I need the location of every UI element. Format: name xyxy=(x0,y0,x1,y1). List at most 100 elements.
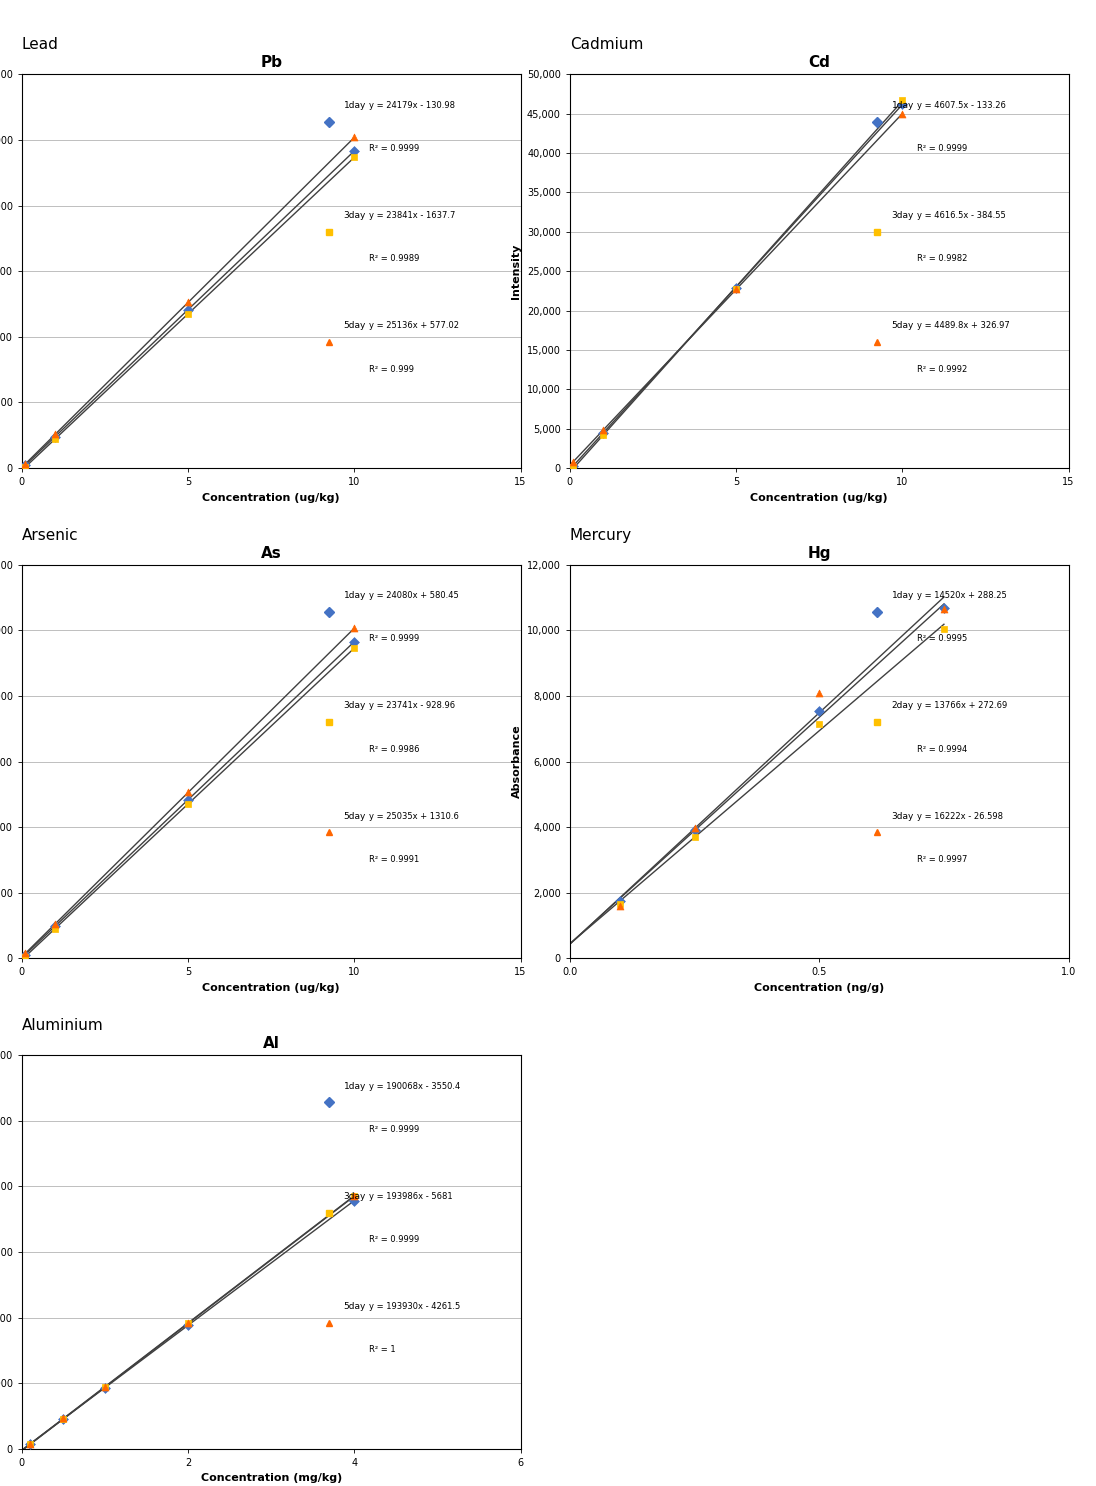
Text: y = 25136x + 577.02: y = 25136x + 577.02 xyxy=(368,321,458,330)
Text: R² = 0.9991: R² = 0.9991 xyxy=(368,854,419,863)
Point xyxy=(16,452,34,476)
Text: R² = 0.9989: R² = 0.9989 xyxy=(368,254,419,263)
Text: 1day: 1day xyxy=(343,101,366,110)
Point xyxy=(46,422,64,446)
Title: Hg: Hg xyxy=(808,545,831,560)
Point xyxy=(180,792,197,816)
Point xyxy=(345,1184,363,1208)
Point xyxy=(46,912,64,936)
Point xyxy=(16,455,34,478)
Point xyxy=(22,1433,39,1456)
Text: y = 23741x - 928.96: y = 23741x - 928.96 xyxy=(368,701,455,710)
Text: R² = 0.9999: R² = 0.9999 xyxy=(368,635,419,643)
Point xyxy=(564,456,582,480)
Point xyxy=(686,816,704,840)
Text: y = 13766x + 272.69: y = 13766x + 272.69 xyxy=(916,701,1007,710)
Point xyxy=(612,890,629,914)
Point xyxy=(46,914,64,938)
Point xyxy=(180,1312,197,1336)
Text: R² = 0.999: R² = 0.999 xyxy=(368,364,413,373)
Text: 3day: 3day xyxy=(343,211,366,220)
Point xyxy=(345,140,363,163)
Title: Cd: Cd xyxy=(809,55,830,70)
Text: 1day: 1day xyxy=(891,101,914,110)
Text: y = 24179x - 130.98: y = 24179x - 130.98 xyxy=(368,101,455,110)
Point xyxy=(180,302,197,325)
X-axis label: Concentration (ug/kg): Concentration (ug/kg) xyxy=(203,493,340,502)
Text: 3day: 3day xyxy=(343,701,366,710)
Point xyxy=(686,817,704,841)
Text: 2day: 2day xyxy=(891,701,914,710)
Point xyxy=(893,92,911,116)
Point xyxy=(180,297,197,321)
Text: y = 4616.5x - 384.55: y = 4616.5x - 384.55 xyxy=(916,211,1005,220)
Point xyxy=(16,453,34,477)
Point xyxy=(345,617,363,640)
Text: R² = 0.9999: R² = 0.9999 xyxy=(368,1125,419,1134)
Point xyxy=(594,424,612,447)
Point xyxy=(612,893,629,917)
Point xyxy=(22,1433,39,1456)
Text: Arsenic: Arsenic xyxy=(22,528,79,542)
Point xyxy=(564,450,582,474)
Point xyxy=(180,290,197,314)
X-axis label: Concentration (mg/kg): Concentration (mg/kg) xyxy=(201,1474,342,1483)
Point xyxy=(893,103,911,126)
Text: 1day: 1day xyxy=(343,1082,366,1091)
Y-axis label: Intensity: Intensity xyxy=(512,244,522,299)
Point xyxy=(728,276,745,300)
Point xyxy=(564,453,582,477)
Text: R² = 0.9986: R² = 0.9986 xyxy=(368,744,419,753)
Text: R² = 0.9995: R² = 0.9995 xyxy=(916,635,967,643)
X-axis label: Concentration (ug/kg): Concentration (ug/kg) xyxy=(751,493,888,502)
Text: R² = 1: R² = 1 xyxy=(368,1345,396,1354)
Text: y = 4607.5x - 133.26: y = 4607.5x - 133.26 xyxy=(916,101,1005,110)
Text: 3day: 3day xyxy=(891,211,914,220)
Point xyxy=(935,596,952,620)
Point xyxy=(728,278,745,302)
Text: 1day: 1day xyxy=(343,591,366,600)
Point xyxy=(180,1314,197,1337)
Text: Lead: Lead xyxy=(22,37,59,52)
X-axis label: Concentration (ug/kg): Concentration (ug/kg) xyxy=(203,984,340,993)
Text: y = 25035x + 1310.6: y = 25035x + 1310.6 xyxy=(368,811,458,820)
Title: As: As xyxy=(261,545,282,560)
Text: y = 14520x + 288.25: y = 14520x + 288.25 xyxy=(916,591,1006,600)
Point xyxy=(46,425,64,449)
Text: R² = 0.9999: R² = 0.9999 xyxy=(368,144,419,153)
Point xyxy=(55,1406,72,1430)
Point xyxy=(55,1407,72,1431)
Point xyxy=(16,942,34,966)
Point xyxy=(180,788,197,811)
Point xyxy=(96,1376,114,1400)
Text: y = 4489.8x + 326.97: y = 4489.8x + 326.97 xyxy=(916,321,1009,330)
Text: 5day: 5day xyxy=(343,811,366,820)
Title: Pb: Pb xyxy=(260,55,283,70)
Point xyxy=(594,418,612,441)
Point xyxy=(345,636,363,660)
Title: Al: Al xyxy=(263,1036,279,1051)
Point xyxy=(811,712,829,736)
Point xyxy=(16,942,34,966)
Point xyxy=(345,630,363,654)
Point xyxy=(893,88,911,111)
Text: y = 193986x - 5681: y = 193986x - 5681 xyxy=(368,1192,453,1201)
Point xyxy=(180,1311,197,1334)
Point xyxy=(612,895,629,918)
Text: 5day: 5day xyxy=(891,321,914,330)
Point xyxy=(345,125,363,149)
Text: R² = 0.9992: R² = 0.9992 xyxy=(916,364,967,373)
Point xyxy=(96,1375,114,1398)
Point xyxy=(22,1433,39,1456)
Point xyxy=(935,617,952,640)
Text: R² = 0.9982: R² = 0.9982 xyxy=(916,254,967,263)
X-axis label: Concentration (ng/g): Concentration (ng/g) xyxy=(754,984,884,993)
Point xyxy=(46,917,64,941)
Text: y = 23841x - 1637.7: y = 23841x - 1637.7 xyxy=(368,211,455,220)
Point xyxy=(345,1189,363,1213)
Point xyxy=(16,945,34,969)
Point xyxy=(46,426,64,450)
Point xyxy=(594,421,612,444)
Text: y = 193930x - 4261.5: y = 193930x - 4261.5 xyxy=(368,1302,459,1311)
Point xyxy=(811,698,829,722)
